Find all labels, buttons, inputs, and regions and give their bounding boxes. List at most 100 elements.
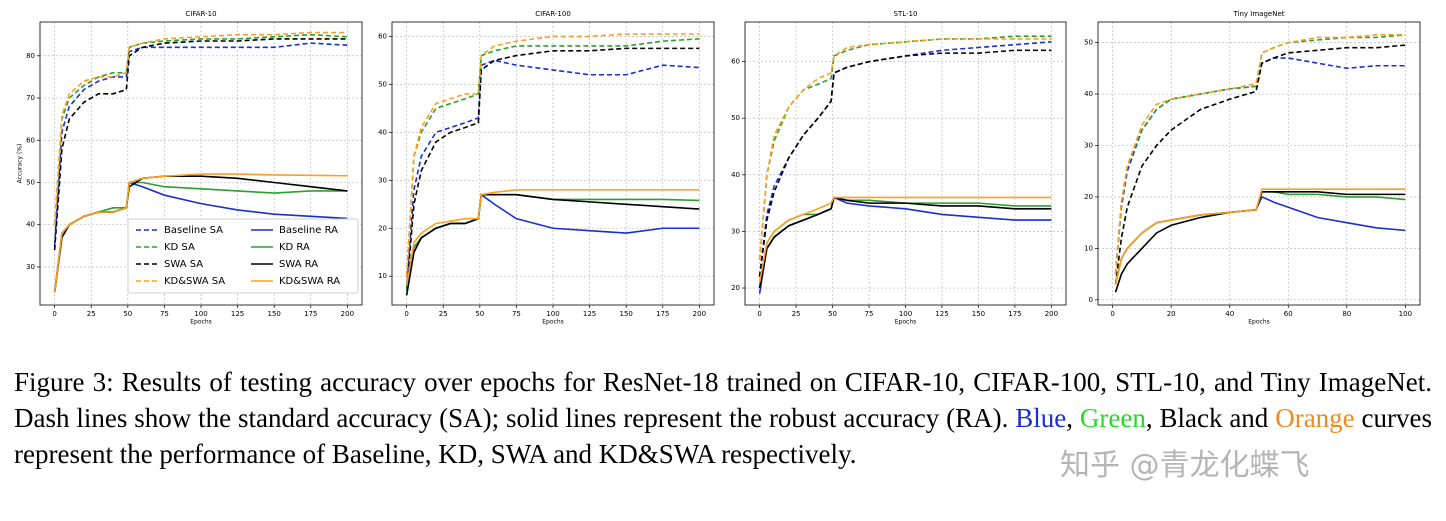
legend-label: KD&SWA RA bbox=[279, 276, 340, 287]
x-tick-label: 100 bbox=[1399, 310, 1412, 318]
legend-label: KD&SWA SA bbox=[164, 276, 225, 287]
series-line bbox=[405, 193, 700, 296]
x-tick-label: 100 bbox=[546, 310, 559, 318]
series-line bbox=[1114, 188, 1406, 285]
x-tick-label: 25 bbox=[87, 310, 96, 318]
y-tick-label: 60 bbox=[731, 58, 740, 66]
series-line bbox=[1114, 195, 1406, 285]
x-tick-label: 60 bbox=[1284, 310, 1293, 318]
series-line bbox=[53, 173, 348, 293]
y-tick-label: 30 bbox=[1084, 141, 1093, 149]
y-axis-label: Accuracy (%) bbox=[17, 144, 24, 184]
y-tick-label: 60 bbox=[26, 136, 35, 144]
caption-text: , bbox=[1066, 403, 1080, 433]
x-tick-label: 150 bbox=[267, 310, 280, 318]
chart-title: Tiny ImageNet bbox=[1232, 10, 1284, 18]
legend-label: Baseline SA bbox=[164, 225, 223, 236]
x-tick-label: 25 bbox=[439, 310, 448, 318]
x-tick-label: 80 bbox=[1342, 310, 1351, 318]
y-tick-label: 40 bbox=[378, 128, 387, 136]
x-tick-label: 0 bbox=[757, 310, 761, 318]
y-tick-label: 40 bbox=[1084, 90, 1093, 98]
x-tick-label: 75 bbox=[865, 310, 874, 318]
x-tick-label: 200 bbox=[341, 310, 354, 318]
series-line bbox=[53, 38, 348, 251]
x-tick-label: 25 bbox=[792, 310, 801, 318]
series-line bbox=[1114, 34, 1406, 275]
y-tick-label: 30 bbox=[26, 263, 35, 271]
y-tick-label: 20 bbox=[1084, 193, 1093, 201]
x-tick-label: 75 bbox=[160, 310, 169, 318]
y-tick-label: 10 bbox=[1084, 244, 1093, 252]
x-tick-label: 50 bbox=[475, 310, 484, 318]
x-tick-label: 150 bbox=[619, 310, 632, 318]
plot-frame bbox=[391, 21, 715, 306]
x-tick-label: 75 bbox=[512, 310, 521, 318]
x-tick-label: 200 bbox=[693, 310, 706, 318]
legend-label: KD SA bbox=[164, 242, 195, 253]
caption-text: Orange bbox=[1275, 403, 1355, 433]
x-tick-label: 40 bbox=[1225, 310, 1234, 318]
y-tick-label: 50 bbox=[26, 179, 35, 187]
y-tick-label: 50 bbox=[731, 114, 740, 122]
caption-text: Blue bbox=[1015, 403, 1067, 433]
plot-frame bbox=[1097, 21, 1421, 306]
y-tick-label: 70 bbox=[26, 94, 35, 102]
legend-label: Baseline RA bbox=[279, 225, 338, 236]
x-axis-label: Epochs bbox=[895, 319, 917, 326]
series-line bbox=[758, 35, 1052, 260]
series-line bbox=[405, 47, 700, 291]
y-tick-label: 60 bbox=[378, 32, 387, 40]
y-tick-label: 50 bbox=[1084, 39, 1093, 47]
series-line bbox=[758, 196, 1052, 283]
legend-box bbox=[127, 218, 359, 294]
x-tick-label: 100 bbox=[194, 310, 207, 318]
x-axis-label: Epochs bbox=[190, 319, 212, 326]
caption-text: curves represent the performance of Base… bbox=[14, 403, 1433, 469]
series-line bbox=[405, 189, 700, 286]
chart-title: STL-10 bbox=[894, 10, 918, 18]
series-line bbox=[1114, 34, 1406, 275]
x-tick-label: 0 bbox=[52, 310, 56, 318]
caption-text: Figure 3: Results of testing accuracy ov… bbox=[14, 367, 1432, 433]
x-tick-label: 0 bbox=[404, 310, 408, 318]
series-line bbox=[1114, 44, 1406, 285]
chart-title: CIFAR-10 bbox=[185, 10, 216, 18]
x-tick-label: 175 bbox=[304, 310, 317, 318]
series-line bbox=[758, 49, 1052, 277]
caption-text: , Black and bbox=[1145, 403, 1276, 433]
x-tick-label: 100 bbox=[899, 310, 912, 318]
x-tick-label: 175 bbox=[1008, 310, 1021, 318]
x-tick-label: 20 bbox=[1167, 310, 1176, 318]
legend-label: KD RA bbox=[279, 242, 310, 253]
y-tick-label: 10 bbox=[378, 272, 387, 280]
x-tick-label: 175 bbox=[656, 310, 669, 318]
y-tick-label: 0 bbox=[1089, 296, 1093, 304]
y-tick-label: 30 bbox=[731, 227, 740, 235]
x-tick-label: 50 bbox=[828, 310, 837, 318]
plot-frame bbox=[39, 21, 363, 306]
series-line bbox=[758, 38, 1052, 260]
x-tick-label: 125 bbox=[231, 310, 244, 318]
chart-title: CIFAR-100 bbox=[535, 10, 571, 18]
y-tick-label: 80 bbox=[26, 52, 35, 60]
legend-label: SWA RA bbox=[279, 259, 318, 270]
x-tick-label: 200 bbox=[1045, 310, 1058, 318]
y-tick-label: 20 bbox=[731, 284, 740, 292]
y-tick-label: 40 bbox=[731, 171, 740, 179]
series-line bbox=[1114, 191, 1406, 293]
x-axis-label: Epochs bbox=[1248, 319, 1270, 326]
series-line bbox=[1114, 57, 1406, 275]
caption: Figure 3: Results of testing accuracy ov… bbox=[14, 364, 1432, 472]
y-tick-label: 30 bbox=[378, 176, 387, 184]
series-line bbox=[405, 33, 700, 277]
y-tick-label: 50 bbox=[378, 80, 387, 88]
y-tick-label: 40 bbox=[26, 221, 35, 229]
series-line bbox=[1114, 191, 1406, 285]
x-tick-label: 125 bbox=[583, 310, 596, 318]
x-tick-label: 50 bbox=[123, 310, 132, 318]
x-tick-label: 125 bbox=[935, 310, 948, 318]
x-tick-label: 150 bbox=[972, 310, 985, 318]
legend-label: SWA SA bbox=[164, 259, 203, 270]
